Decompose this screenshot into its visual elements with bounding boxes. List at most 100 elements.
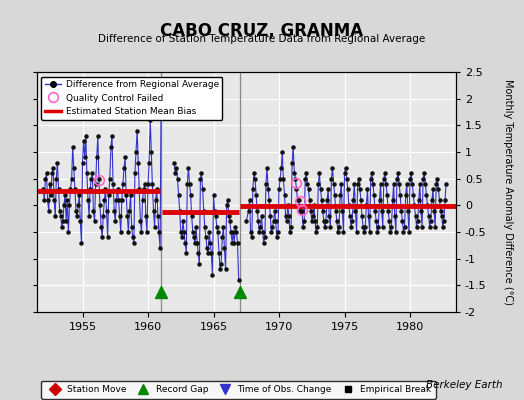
Point [233,240,242,246]
Point [427,218,435,224]
Point [114,197,123,203]
Point [292,186,301,192]
Point [313,224,322,230]
Point [73,213,81,219]
Point [150,224,159,230]
Point [217,261,225,267]
Point [388,197,397,203]
Point [155,229,163,235]
Point [174,192,183,198]
Point [53,160,62,166]
Point [406,176,414,182]
Point [230,240,238,246]
Point [207,250,215,256]
Point [99,213,107,219]
Point [419,176,428,182]
Point [316,186,325,192]
Point [387,224,396,230]
Point [232,229,241,235]
Point [223,202,231,208]
Legend: Station Move, Record Gap, Time of Obs. Change, Empirical Break: Station Move, Record Gap, Time of Obs. C… [41,381,436,399]
Point [325,213,333,219]
Point [288,160,297,166]
Point [283,202,292,208]
Point [78,240,86,246]
Point [267,229,276,235]
Point [383,192,391,198]
Point [134,160,143,166]
Point [223,197,232,203]
Point [176,208,184,214]
Point [318,197,326,203]
Point [386,229,395,235]
Point [330,181,338,187]
Point [220,245,228,251]
Point [417,208,425,214]
Point [396,192,405,198]
Point [131,170,139,176]
Point [246,229,255,235]
Point [311,218,319,224]
Point [409,192,418,198]
Point [50,197,58,203]
Point [345,202,353,208]
Point [66,186,74,192]
Point [49,165,57,171]
Point [289,144,297,150]
Point [89,208,97,214]
Point [293,197,302,203]
Point [441,197,449,203]
Point [360,229,368,235]
Point [354,181,362,187]
Point [268,224,277,230]
Point [120,165,128,171]
Text: Berkeley Earth: Berkeley Earth [427,380,503,390]
Point [405,229,413,235]
Point [98,234,106,240]
Point [375,197,384,203]
Point [377,208,386,214]
Point [389,181,398,187]
Point [385,218,394,224]
Point [354,176,363,182]
Point [324,186,332,192]
Point [299,224,307,230]
Point [75,192,83,198]
Point [126,192,135,198]
Point [141,213,150,219]
Point [216,266,224,272]
Point [298,208,306,214]
Point [400,224,409,230]
Point [252,192,260,198]
Point [320,218,328,224]
Point [117,229,125,235]
Point [407,170,416,176]
Point [264,186,272,192]
Point [254,218,263,224]
Point [286,229,294,235]
Point [177,229,185,235]
Point [270,208,279,214]
Point [428,197,436,203]
Point [196,176,205,182]
Point [408,181,417,187]
Point [380,176,388,182]
Point [118,197,126,203]
Point [76,218,84,224]
Point [440,218,448,224]
Point [179,218,187,224]
Point [401,192,410,198]
Point [278,149,287,155]
Point [54,186,63,192]
Point [393,176,401,182]
Point [111,218,119,224]
Point [104,234,112,240]
Point [350,181,358,187]
Point [334,229,342,235]
Point [423,202,432,208]
Point [370,192,378,198]
Point [287,224,296,230]
Point [48,170,56,176]
Point [191,240,199,246]
Point [435,197,444,203]
